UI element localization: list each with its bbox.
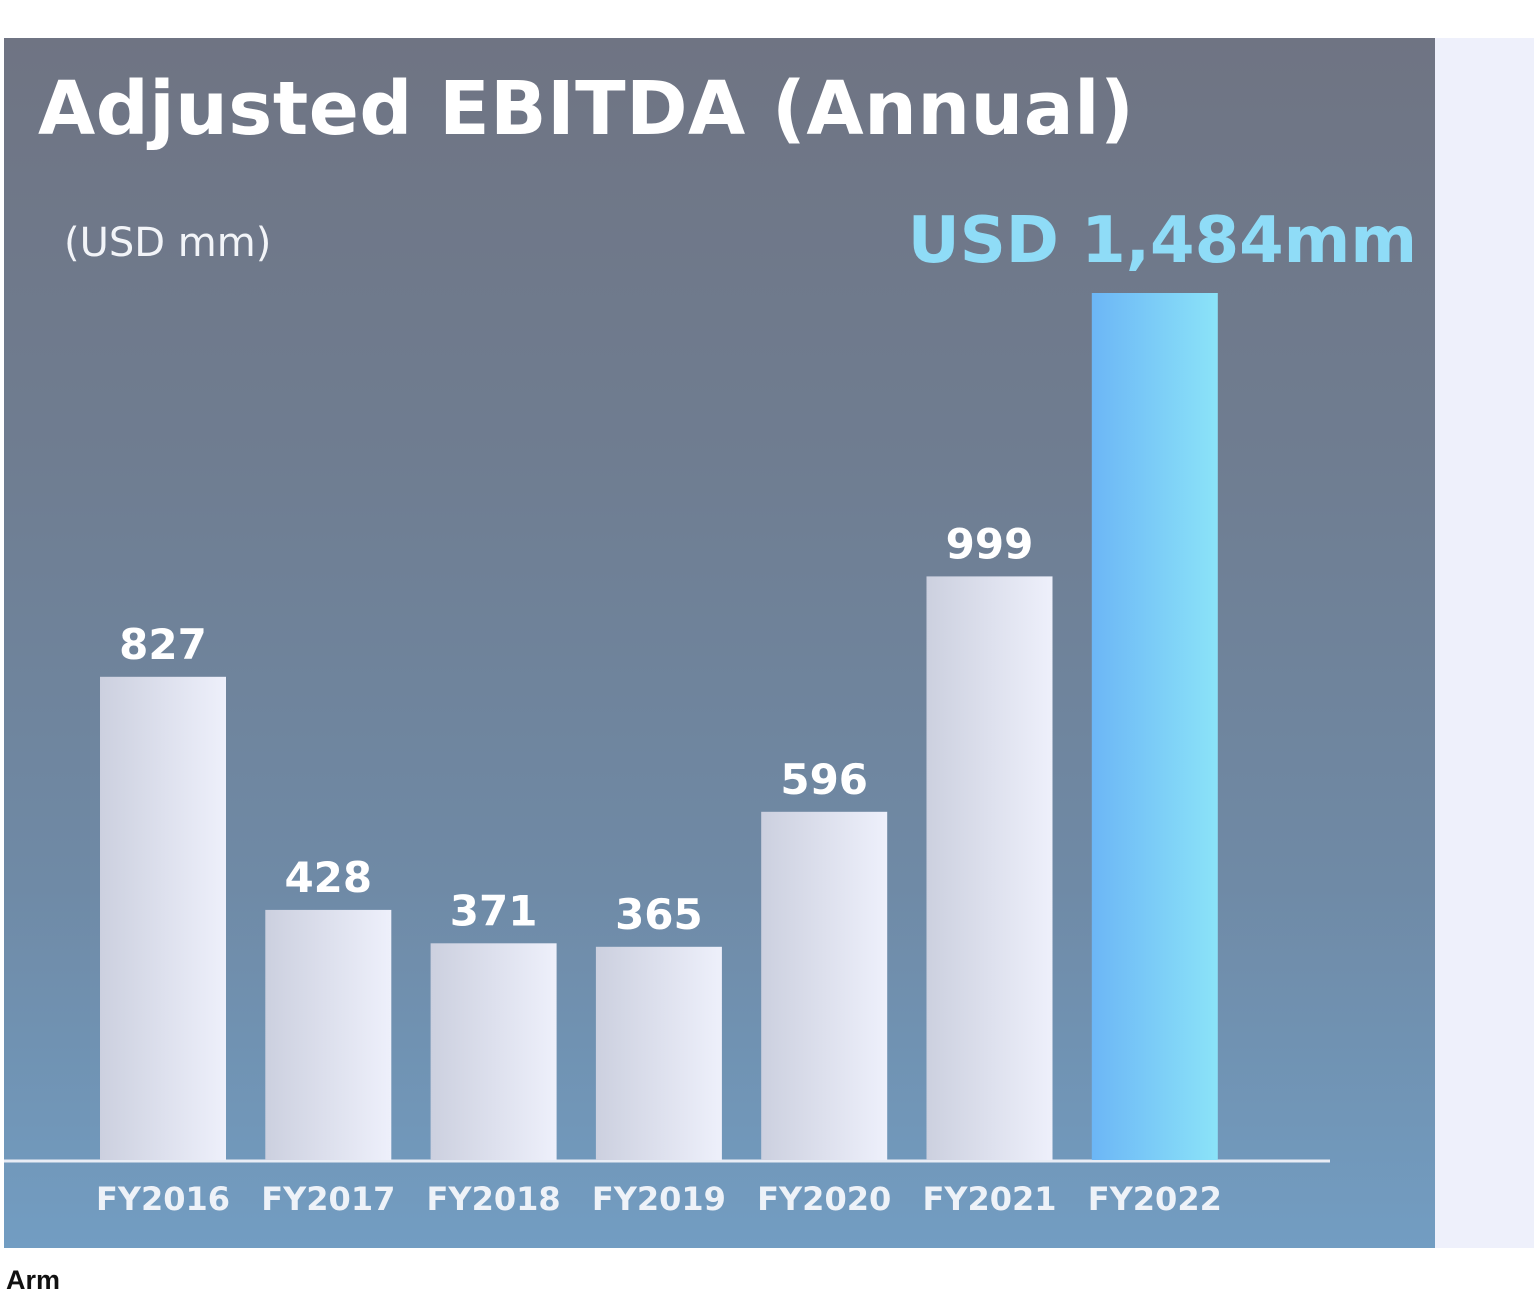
data-label-fy2017: 428 (284, 853, 372, 902)
x-tick-label-fy2018: FY2018 (427, 1180, 561, 1218)
data-label-fy2020: 596 (780, 755, 868, 804)
bar-fy2019 (595, 946, 722, 1160)
bar-fy2022 (1091, 293, 1218, 1160)
data-label-fy2021: 999 (946, 519, 1034, 568)
side-panel (1435, 38, 1534, 1248)
source-label: Arm (6, 1265, 61, 1295)
chart-panel: 827 FY2016 428 FY2017 371 FY2018 365 FY2019 596 F… (4, 38, 1435, 1248)
bar-fy2021 (926, 576, 1053, 1160)
x-tick-label-fy2017: FY2017 (261, 1180, 395, 1218)
x-tick-label-fy2016: FY2016 (96, 1180, 230, 1218)
x-tick-label-fy2022: FY2022 (1088, 1180, 1222, 1218)
bar-fy2016 (100, 676, 226, 1160)
unit-label: (USD mm) (64, 220, 272, 266)
x-tick-label-fy2020: FY2020 (757, 1180, 891, 1218)
x-tick-label-fy2019: FY2019 (592, 1180, 726, 1218)
highlight-value-label: USD 1,484mm (907, 204, 1417, 278)
data-label-fy2016: 827 (119, 620, 207, 669)
data-label-fy2019: 365 (615, 890, 703, 939)
chart-title: Adjusted EBITDA (Annual) (38, 66, 1135, 152)
data-label-fy2018: 371 (450, 886, 538, 935)
bar-fy2020 (761, 811, 888, 1160)
bar-chart-plot: 827 FY2016 428 FY2017 371 FY2018 365 FY2019 596 F… (4, 293, 1330, 1218)
bar-fy2017 (265, 909, 392, 1160)
bar-fy2018 (430, 943, 557, 1161)
x-tick-label-fy2021: FY2021 (922, 1180, 1056, 1218)
